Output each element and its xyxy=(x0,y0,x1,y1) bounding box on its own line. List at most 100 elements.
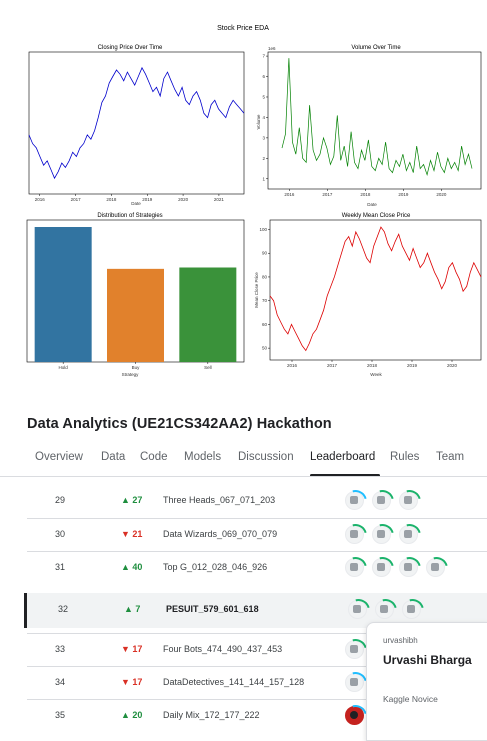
weekly-ytick-label: 60 xyxy=(262,322,268,327)
volume-ytick-label: 1 xyxy=(262,176,265,181)
weekly-ytick-label: 80 xyxy=(262,274,268,279)
volume-ylabel: Volume xyxy=(256,114,261,130)
team-name[interactable]: Data Wizards_069_070_079 xyxy=(163,529,278,539)
team-name[interactable]: PESUIT_579_601_618 xyxy=(166,604,259,614)
weekly-mean-close-chart: Weekly Mean Close Price 50 60 70 80 90 100 20… xyxy=(254,213,482,377)
page-title: Data Analytics (UE21CS342AA2) Hackathon xyxy=(27,416,332,432)
volume-ytick-label: 6 xyxy=(262,74,265,79)
weekly-ytick-label: 70 xyxy=(262,298,268,303)
strategy-xtick-label: Hold xyxy=(59,365,69,370)
tabs-divider xyxy=(0,476,487,477)
volume-ytick-label: 2 xyxy=(262,156,265,161)
volume-ytick-label: 4 xyxy=(262,115,265,120)
volume-xtick-label: 2016 xyxy=(284,192,295,197)
volume-title: Volume Over Time xyxy=(351,45,401,51)
volume-chart: Volume Over Time 1e6 1 2 3 4 5 6 7 2016 2017 201… xyxy=(256,45,482,207)
weekly-ytick-label: 50 xyxy=(262,346,268,351)
rank-change: ▲ 20 xyxy=(121,710,143,720)
rank: 32 xyxy=(58,604,69,614)
strategy-xtick-label: Sell xyxy=(204,365,212,370)
weekly-ylabel: Mean Close Price xyxy=(254,272,259,308)
avatar[interactable] xyxy=(348,600,367,619)
team-name[interactable]: DataDetectives_141_144_157_128 xyxy=(163,677,305,687)
tab-team[interactable]: Team xyxy=(436,451,465,463)
avatar[interactable] xyxy=(399,525,418,544)
strategy-title: Distribution of Strategies xyxy=(97,213,162,219)
popover-name[interactable]: Urvashi Bharga xyxy=(383,653,472,667)
team-name[interactable]: Top G_012_028_046_926 xyxy=(163,562,268,572)
bar-sell xyxy=(179,267,237,362)
tab-leaderboard[interactable]: Leaderboard xyxy=(310,451,376,463)
volume-ytick-label: 7 xyxy=(262,54,265,59)
closing-price-xtick-label: 2019 xyxy=(142,197,153,202)
rank-change: ▲ 27 xyxy=(121,495,143,505)
volume-offset-label: 1e6 xyxy=(268,46,276,51)
weekly-ytick-label: 100 xyxy=(259,227,267,232)
popover-tier: Kaggle Novice xyxy=(383,694,438,704)
stock-price-eda-figure: Stock Price EDA Closing Price Over Time … xyxy=(26,25,482,377)
avatar[interactable] xyxy=(345,640,364,659)
leaderboard-row[interactable]: 30 ▼ 21 Data Wizards_069_070_079 xyxy=(27,518,487,552)
avatar[interactable] xyxy=(372,558,391,577)
rank-change: ▲ 40 xyxy=(121,562,143,572)
avatar[interactable] xyxy=(426,558,445,577)
avatar[interactable] xyxy=(372,491,391,510)
closing-price-line xyxy=(28,66,245,180)
avatar[interactable] xyxy=(399,491,418,510)
closing-price-xtick-label: 2020 xyxy=(178,197,189,202)
weekly-xtick-label: 2017 xyxy=(327,363,338,368)
tab-overview[interactable]: Overview xyxy=(35,451,83,463)
bar-buy xyxy=(107,268,164,362)
leaderboard-row[interactable]: 31 ▲ 40 Top G_012_028_046_926 xyxy=(27,551,487,585)
weekly-xtick-label: 2019 xyxy=(407,363,418,368)
avatar[interactable] xyxy=(399,558,418,577)
team-name[interactable]: Three Heads_067_071_203 xyxy=(163,495,276,505)
weekly-xtick-label: 2016 xyxy=(287,363,298,368)
volume-ytick-label: 5 xyxy=(262,94,265,99)
strategy-xlabel: Strategy xyxy=(122,372,140,377)
leaderboard-row[interactable]: 29 ▲ 27 Three Heads_067_071_203 xyxy=(27,485,487,518)
closing-price-xtick-label: 2021 xyxy=(214,197,225,202)
closing-price-xtick-label: 2018 xyxy=(106,197,117,202)
rank: 30 xyxy=(55,529,66,539)
weekly-title: Weekly Mean Close Price xyxy=(342,213,411,219)
volume-xtick-label: 2020 xyxy=(436,192,447,197)
tab-models[interactable]: Models xyxy=(184,451,222,463)
tab-code[interactable]: Code xyxy=(140,451,168,463)
avatar[interactable] xyxy=(345,491,364,510)
weekly-mean-close-line xyxy=(269,226,482,352)
rank-change: ▼ 21 xyxy=(121,529,143,539)
rank-change: ▼ 17 xyxy=(121,644,143,654)
tab-rules[interactable]: Rules xyxy=(390,451,420,463)
avatar[interactable] xyxy=(345,673,364,692)
volume-xtick-label: 2017 xyxy=(322,192,333,197)
volume-xlabel: Date xyxy=(367,202,377,207)
weekly-xtick-label: 2020 xyxy=(447,363,458,368)
volume-line xyxy=(281,58,473,176)
closing-price-title: Closing Price Over Time xyxy=(98,45,163,51)
avatar[interactable] xyxy=(345,706,364,725)
rank: 33 xyxy=(55,644,66,654)
rank-change: ▲ 7 xyxy=(124,604,141,614)
team-name[interactable]: Daily Mix_172_177_222 xyxy=(163,710,260,720)
avatar[interactable] xyxy=(402,600,421,619)
closing-price-chart: Closing Price Over Time 2016 2017 2018 2019… xyxy=(28,45,245,206)
weekly-ytick-label: 90 xyxy=(262,251,268,256)
strategy-xtick-label: Buy xyxy=(132,365,141,370)
tab-discussion[interactable]: Discussion xyxy=(238,451,294,463)
figure-title: Stock Price EDA xyxy=(217,25,269,32)
volume-ytick-label: 3 xyxy=(262,135,265,140)
rank: 35 xyxy=(55,710,66,720)
active-tab-indicator xyxy=(310,474,380,477)
tab-data[interactable]: Data xyxy=(101,451,126,463)
team-name[interactable]: Four Bots_474_490_437_453 xyxy=(163,644,283,654)
tab-bar: Overview Data Code Models Discussion Lea… xyxy=(0,447,487,475)
avatar[interactable] xyxy=(375,600,394,619)
bar-hold xyxy=(34,227,92,362)
weekly-xtick-label: 2018 xyxy=(367,363,378,368)
strategy-distribution-chart: Distribution of Strategies Hold Buy Sell S… xyxy=(26,213,245,377)
avatar[interactable] xyxy=(372,525,391,544)
volume-xtick-label: 2019 xyxy=(398,192,409,197)
avatar[interactable] xyxy=(345,525,364,544)
avatar[interactable] xyxy=(345,558,364,577)
